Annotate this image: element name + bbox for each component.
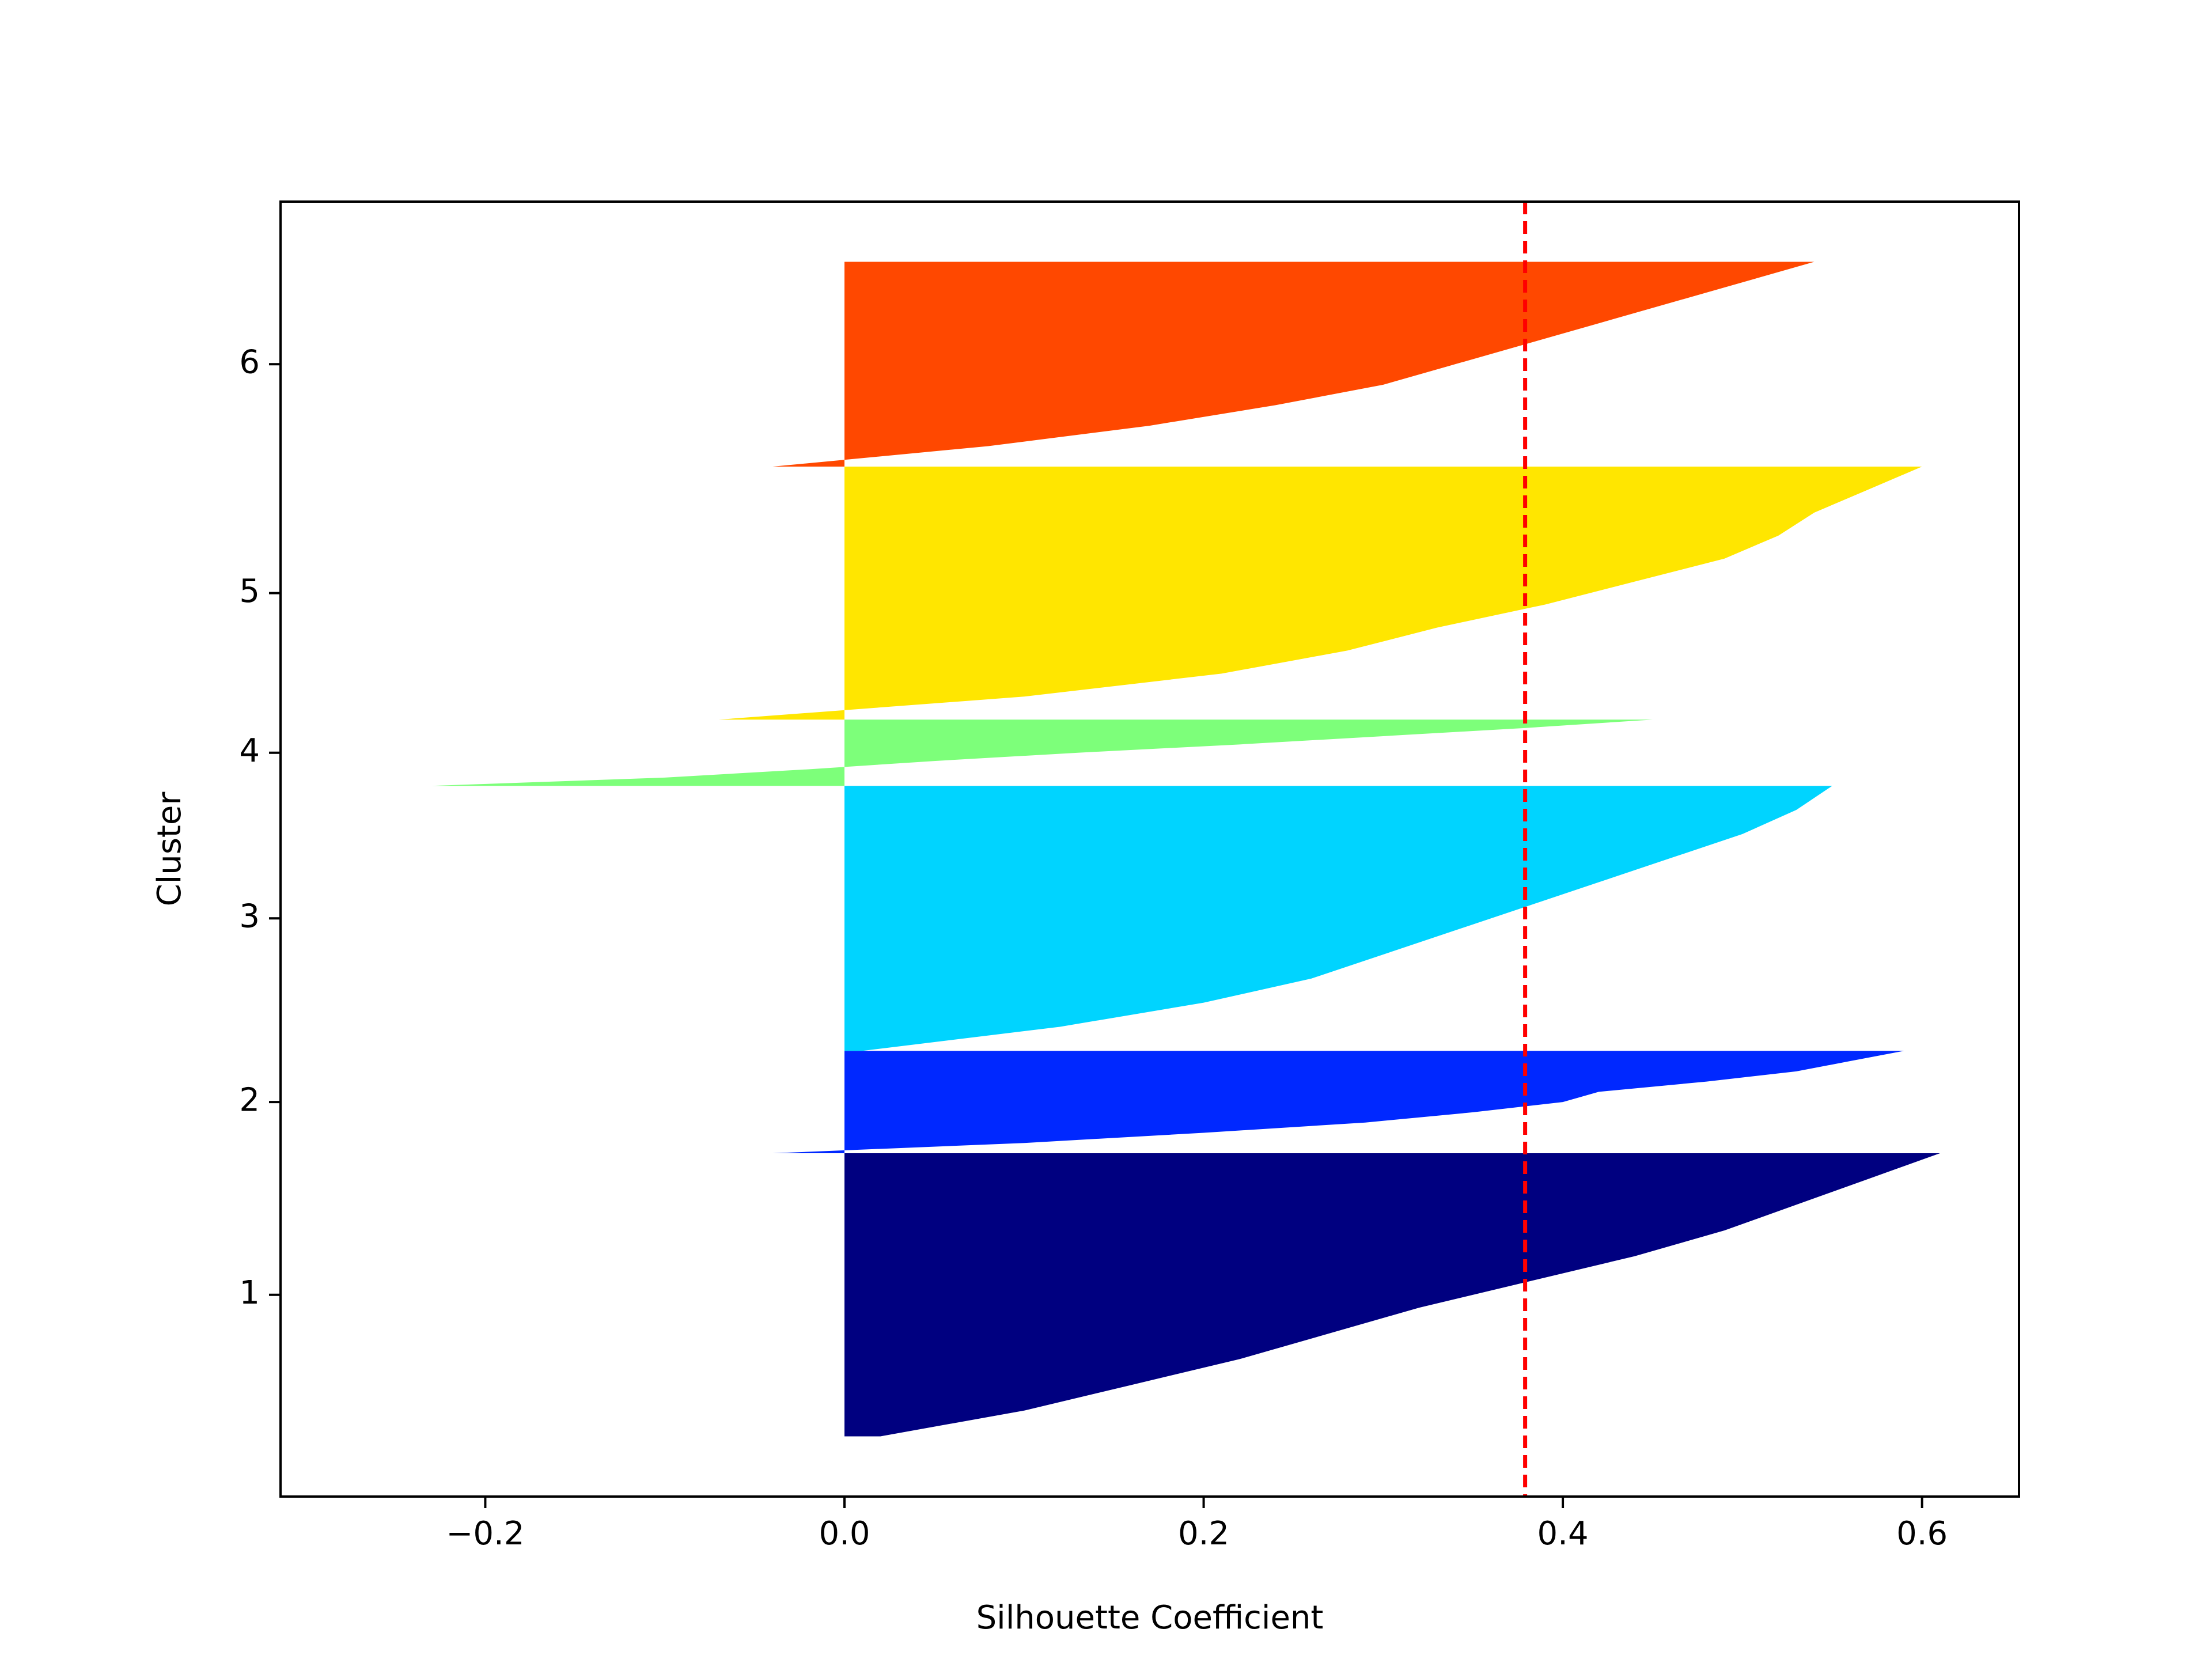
y-tick-label: 2	[239, 1081, 260, 1119]
plot-frame	[279, 200, 2020, 1498]
silhouette-area	[718, 467, 1922, 720]
y-tick-label: 6	[239, 343, 260, 381]
y-tick-label: 5	[239, 573, 260, 610]
silhouette-area	[772, 1051, 1904, 1154]
y-tick-label: 4	[239, 732, 260, 770]
x-tick-label: 0.2	[1178, 1515, 1229, 1552]
y-tick-label: 1	[239, 1274, 260, 1312]
silhouette-area	[844, 1153, 1940, 1437]
x-tick-label: 0.0	[819, 1515, 870, 1552]
silhouette-area	[844, 786, 1832, 1051]
y-axis-label: Cluster	[151, 791, 188, 907]
x-axis-label: Silhouette Coefficient	[976, 1599, 1324, 1637]
x-tick-label: 0.4	[1537, 1515, 1589, 1552]
silhouette-area	[772, 262, 1815, 467]
x-tick-label: −0.2	[446, 1515, 524, 1552]
y-tick-label: 3	[239, 897, 260, 935]
x-tick-label: 0.6	[1896, 1515, 1948, 1552]
silhouette-area	[431, 719, 1653, 786]
